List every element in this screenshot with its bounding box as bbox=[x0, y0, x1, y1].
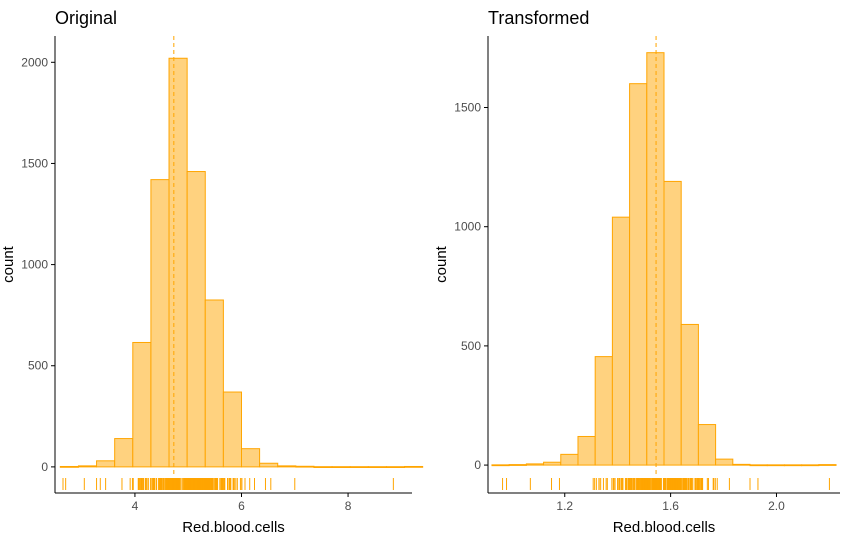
histogram-bar bbox=[331, 466, 351, 468]
histogram-bar bbox=[491, 464, 510, 467]
y-axis-title: count bbox=[433, 245, 450, 283]
y-ticks: 0 500 1000 1500 2000 bbox=[21, 55, 55, 474]
histogram-bar bbox=[404, 465, 424, 468]
histogram-bar bbox=[508, 464, 527, 466]
histogram-bar bbox=[240, 448, 261, 468]
histogram-bar bbox=[385, 466, 406, 468]
y-tick-label: 500 bbox=[461, 339, 481, 353]
histogram-bar bbox=[525, 463, 545, 466]
histogram-bar bbox=[801, 464, 820, 467]
y-axis-title: count bbox=[0, 245, 17, 283]
histogram-bar bbox=[611, 216, 631, 466]
y-tick-label: 2000 bbox=[21, 55, 48, 69]
rug bbox=[62, 478, 394, 490]
bars bbox=[491, 52, 837, 467]
panel-original: Original 4 6 8 0 500 1000 1500 2000 Red.blood.… bbox=[0, 8, 424, 536]
histogram-bar bbox=[732, 463, 751, 466]
y-tick-label: 0 bbox=[474, 458, 481, 472]
histogram-bar bbox=[259, 462, 279, 468]
y-ticks: 0 500 1000 1500 bbox=[454, 101, 488, 472]
histogram-bar bbox=[150, 179, 170, 468]
rug bbox=[502, 478, 830, 490]
histogram-bar bbox=[646, 52, 665, 466]
histogram-bar bbox=[277, 465, 297, 468]
y-tick-label: 500 bbox=[28, 359, 48, 373]
histogram-bar bbox=[629, 83, 648, 466]
x-tick-label: 2.0 bbox=[768, 499, 785, 513]
x-tick-label: 8 bbox=[345, 499, 352, 513]
panel-transformed: Transformed 1.2 1.6 2.0 0 500 1000 1500 Red.b… bbox=[433, 8, 840, 536]
histogram-bar bbox=[766, 464, 785, 467]
y-tick-label: 1500 bbox=[454, 101, 481, 115]
histogram-bar bbox=[295, 465, 315, 468]
histogram-bar bbox=[560, 453, 579, 466]
histogram-bar bbox=[132, 341, 152, 468]
y-tick-label: 0 bbox=[41, 460, 48, 474]
histogram-bar bbox=[168, 57, 188, 468]
bars bbox=[59, 57, 424, 468]
chart-title: Transformed bbox=[488, 8, 589, 28]
histogram-bar bbox=[59, 465, 79, 468]
histogram-bar bbox=[680, 323, 699, 466]
histogram-bar bbox=[577, 435, 596, 466]
histogram-bar bbox=[204, 299, 224, 468]
histogram-bar bbox=[783, 464, 803, 467]
y-tick-label: 1500 bbox=[21, 156, 48, 170]
histogram-bar bbox=[77, 465, 98, 468]
histogram-bar bbox=[543, 461, 562, 466]
x-axis-title: Red.blood.cells bbox=[182, 519, 285, 536]
x-tick-label: 1.2 bbox=[556, 499, 573, 513]
histogram-bar bbox=[749, 464, 768, 467]
x-tick-label: 1.6 bbox=[662, 499, 679, 513]
histogram-bar bbox=[818, 464, 837, 466]
x-ticks: 1.2 1.6 2.0 bbox=[556, 493, 785, 513]
x-tick-label: 6 bbox=[238, 499, 245, 513]
histogram-bar bbox=[313, 466, 333, 468]
histogram-bar bbox=[96, 460, 116, 468]
chart-title: Original bbox=[55, 8, 117, 28]
histogram-bar bbox=[663, 180, 682, 466]
histogram-bar bbox=[697, 424, 717, 466]
histogram-bar bbox=[715, 458, 734, 466]
x-tick-label: 4 bbox=[132, 499, 139, 513]
histogram-bar bbox=[367, 466, 387, 468]
x-axis-title: Red.blood.cells bbox=[613, 519, 716, 536]
histogram-bar bbox=[594, 356, 613, 466]
x-ticks: 4 6 8 bbox=[132, 493, 352, 513]
histogram-bar bbox=[186, 171, 206, 468]
histogram-bar bbox=[114, 438, 134, 468]
y-tick-label: 1000 bbox=[21, 258, 48, 272]
histogram-bar bbox=[222, 391, 242, 468]
y-tick-label: 1000 bbox=[454, 220, 481, 234]
histogram-bar bbox=[349, 466, 369, 468]
